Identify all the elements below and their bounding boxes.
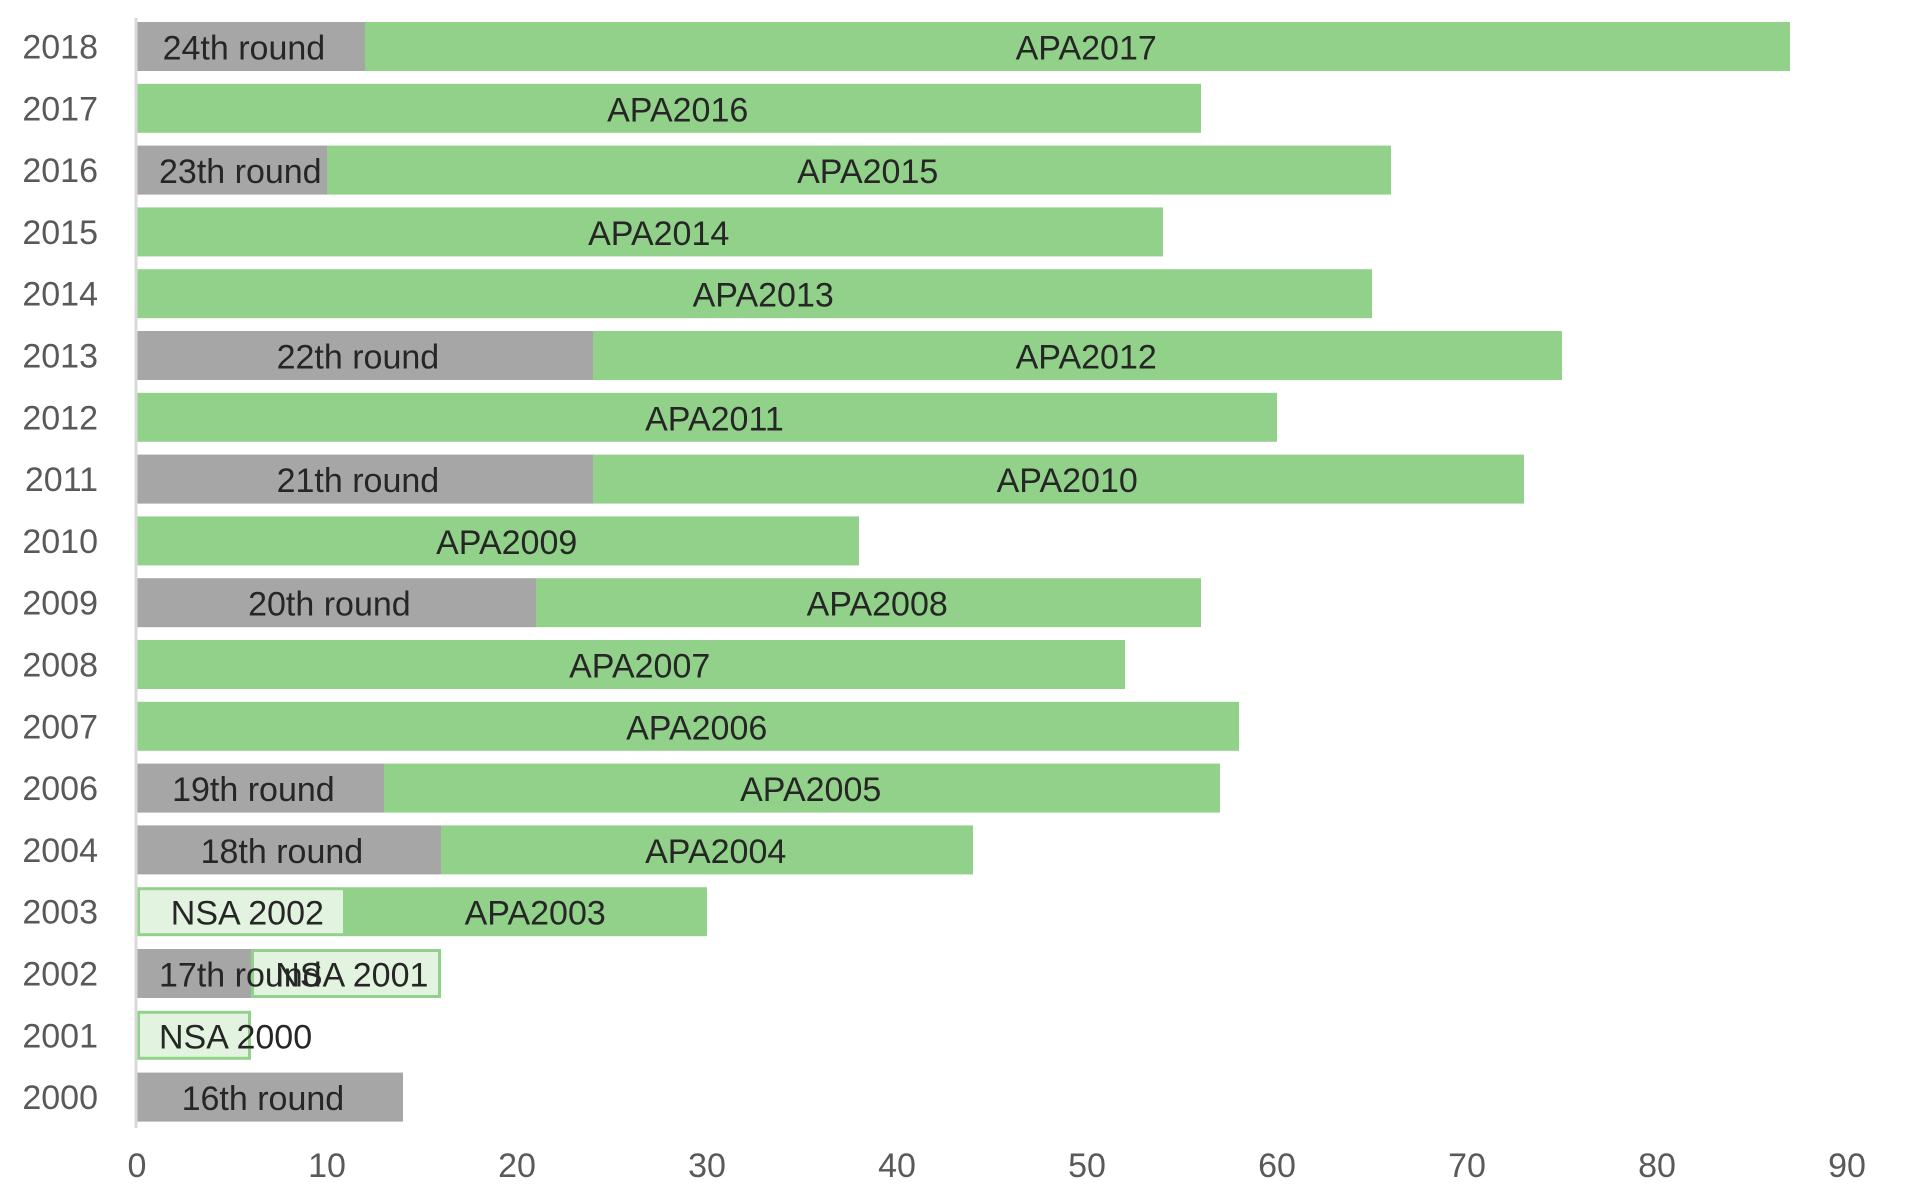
bar-segment-apa bbox=[137, 392, 1277, 442]
bar-data-label: 18th round bbox=[201, 833, 364, 871]
bar-segment-apa bbox=[593, 331, 1562, 380]
bar-segment-apa bbox=[137, 516, 859, 566]
bar-segment-round bbox=[137, 763, 384, 813]
x-tick-label: 0 bbox=[128, 1147, 147, 1185]
bar-data-label: APA2006 bbox=[626, 709, 767, 747]
bar-data-label: APA2015 bbox=[797, 153, 938, 191]
x-tick-label: 10 bbox=[308, 1147, 346, 1185]
bar-segment-apa bbox=[384, 763, 1220, 813]
bar-segment-apa bbox=[327, 145, 1391, 195]
bar-data-label: APA2013 bbox=[693, 277, 834, 315]
bar-segment-nsa bbox=[137, 1010, 251, 1060]
bar-data-label: NSA 2000 bbox=[159, 1018, 312, 1056]
bar-data-label: APA2003 bbox=[465, 895, 606, 933]
y-tick-label: 2002 bbox=[22, 956, 98, 994]
y-tick-label: 2007 bbox=[22, 708, 98, 746]
bar-segment-apa bbox=[593, 454, 1524, 504]
y-tick-label: 2016 bbox=[22, 152, 98, 190]
bar-segment-round bbox=[137, 22, 365, 71]
bar-segment-apa bbox=[137, 269, 1372, 319]
bars-layer bbox=[137, 22, 1790, 1122]
y-tick-label: 2008 bbox=[22, 647, 98, 685]
y-tick-label: 2003 bbox=[22, 894, 98, 932]
bar-labels-layer: 24th round APA2017 APA2016 23th round APA201… bbox=[159, 30, 1157, 1119]
bar-data-label: APA2004 bbox=[645, 833, 786, 871]
bar-segment-apa bbox=[441, 825, 973, 875]
bar-data-label: NSA 2001 bbox=[275, 957, 428, 995]
x-tick-label: 60 bbox=[1258, 1147, 1296, 1185]
x-tick-label: 50 bbox=[1068, 1147, 1106, 1185]
bar-data-label: APA2008 bbox=[807, 586, 948, 624]
bar-data-label: 22th round bbox=[277, 339, 440, 377]
bar-segment-round bbox=[137, 825, 441, 875]
y-tick-label: 2006 bbox=[22, 770, 98, 808]
bar-segment-nsa bbox=[137, 887, 346, 937]
y-tick-label: 2009 bbox=[22, 585, 98, 623]
bar-data-label: APA2016 bbox=[607, 91, 748, 129]
bar-segment-round bbox=[137, 145, 327, 195]
bar-data-label: APA2009 bbox=[436, 524, 577, 562]
x-tick-label: 30 bbox=[688, 1147, 726, 1185]
bar-segment-apa bbox=[137, 83, 1201, 133]
bar-segment-apa bbox=[365, 22, 1790, 71]
bar-data-label: APA2012 bbox=[1016, 339, 1157, 377]
y-tick-label: 2012 bbox=[22, 399, 98, 437]
bar-data-label: 24th round bbox=[163, 30, 326, 68]
bar-data-label: APA2011 bbox=[645, 400, 784, 438]
y-tick-label: 2000 bbox=[22, 1079, 98, 1117]
bar-data-label: APA2010 bbox=[997, 462, 1138, 500]
bar-data-label: 19th round bbox=[172, 771, 335, 809]
y-tick-label: 2013 bbox=[22, 338, 98, 376]
bar-data-label: 23th round bbox=[159, 153, 322, 191]
bar-segment-nsa bbox=[251, 949, 441, 998]
x-tick-label: 40 bbox=[878, 1147, 916, 1185]
bar-segment-round bbox=[137, 1072, 403, 1122]
x-tick-label: 20 bbox=[498, 1147, 536, 1185]
y-tick-label: 2018 bbox=[22, 29, 98, 67]
bar-data-label: NSA 2002 bbox=[171, 895, 324, 933]
bar-segment-round bbox=[137, 578, 536, 628]
bar-data-label: APA2014 bbox=[588, 215, 729, 253]
bar-segment-apa bbox=[346, 887, 707, 937]
bar-segment-apa bbox=[137, 640, 1125, 689]
x-tick-label: 90 bbox=[1828, 1147, 1866, 1185]
bar-segment-apa bbox=[536, 578, 1201, 628]
axes-layer: 2018201720162015201420132012201120102009… bbox=[22, 18, 1866, 1185]
x-tick-label: 80 bbox=[1638, 1147, 1676, 1185]
bar-segment-round bbox=[137, 949, 251, 998]
bar-data-label: APA2005 bbox=[740, 771, 881, 809]
bar-data-label: APA2017 bbox=[1016, 30, 1157, 68]
bar-data-label: APA2007 bbox=[569, 648, 710, 686]
y-tick-label: 2010 bbox=[22, 523, 98, 561]
y-tick-label: 2011 bbox=[25, 461, 98, 499]
y-tick-label: 2014 bbox=[22, 276, 98, 314]
bar-data-label: 17th round bbox=[159, 957, 322, 995]
bar-data-label: 20th round bbox=[248, 586, 411, 624]
y-tick-label: 2001 bbox=[22, 1017, 98, 1055]
bar-segment-round bbox=[137, 331, 593, 380]
y-tick-label: 2017 bbox=[22, 90, 98, 128]
bar-segment-apa bbox=[137, 207, 1163, 257]
bar-segment-apa bbox=[137, 701, 1239, 751]
bar-segment-round bbox=[137, 454, 593, 504]
y-tick-label: 2015 bbox=[22, 214, 98, 252]
x-tick-label: 70 bbox=[1448, 1147, 1486, 1185]
y-tick-label: 2004 bbox=[22, 832, 98, 870]
bar-data-label: 21th round bbox=[277, 462, 440, 500]
bar-data-label: 16th round bbox=[182, 1080, 345, 1118]
